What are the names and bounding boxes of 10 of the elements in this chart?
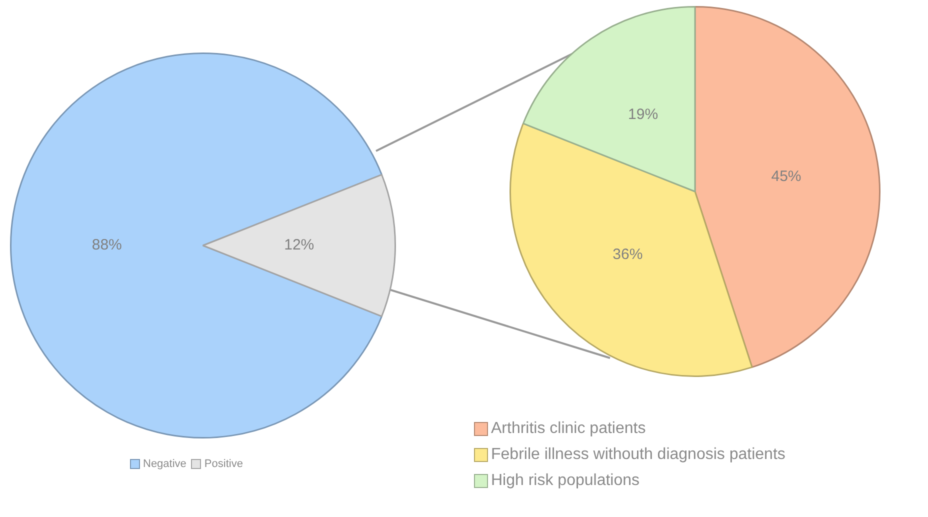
legend-label: Febrile illness withouth diagnosis patients (491, 446, 786, 464)
legend-label: High risk populations (491, 472, 640, 490)
data-label: 12% (284, 236, 314, 254)
legend-label: Arthritis clinic patients (491, 420, 646, 438)
legend-label: Negative (143, 458, 186, 470)
data-label: 88% (92, 236, 122, 254)
data-label: 36% (612, 246, 643, 263)
data-label: 19% (628, 106, 658, 124)
legend-label: Positive (204, 458, 243, 470)
data-label: 45% (771, 168, 802, 186)
